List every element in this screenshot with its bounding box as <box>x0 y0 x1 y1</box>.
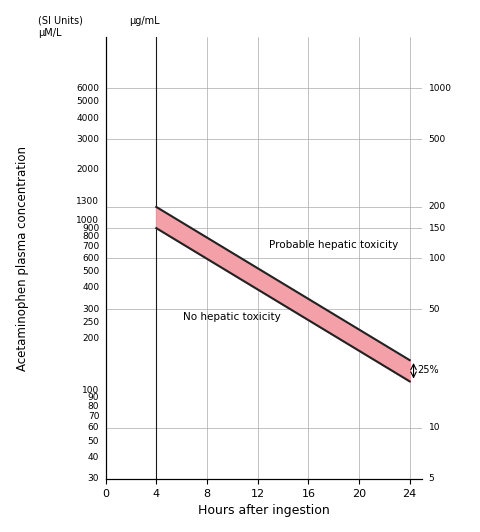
Text: 60: 60 <box>88 423 99 432</box>
Text: 80: 80 <box>88 402 99 411</box>
Text: 10: 10 <box>429 423 440 432</box>
Text: 70: 70 <box>88 412 99 421</box>
Text: 5000: 5000 <box>76 97 99 106</box>
Text: 50: 50 <box>88 437 99 446</box>
Text: 3000: 3000 <box>76 135 99 144</box>
Text: 4000: 4000 <box>76 114 99 123</box>
Text: 6000: 6000 <box>76 84 99 93</box>
Text: 700: 700 <box>82 242 99 251</box>
Text: 1000: 1000 <box>76 216 99 225</box>
Text: (SI Units)
μM/L: (SI Units) μM/L <box>38 16 83 38</box>
Text: 800: 800 <box>82 232 99 242</box>
Text: No hepatic toxicity: No hepatic toxicity <box>183 312 281 322</box>
X-axis label: Hours after ingestion: Hours after ingestion <box>198 504 330 517</box>
Text: 300: 300 <box>82 305 99 313</box>
Text: 40: 40 <box>88 453 99 462</box>
Text: 5: 5 <box>429 475 434 483</box>
Text: 1300: 1300 <box>76 196 99 205</box>
Text: 400: 400 <box>82 284 99 293</box>
Text: 900: 900 <box>82 223 99 232</box>
Text: 200: 200 <box>429 203 446 211</box>
Text: 500: 500 <box>82 267 99 276</box>
Text: 1000: 1000 <box>429 84 452 93</box>
Text: 90: 90 <box>88 393 99 402</box>
Text: μg/mL: μg/mL <box>130 16 160 26</box>
Text: 100: 100 <box>429 254 446 262</box>
Text: 30: 30 <box>88 475 99 483</box>
Text: 25%: 25% <box>417 365 439 375</box>
Text: 250: 250 <box>82 318 99 327</box>
Text: 2000: 2000 <box>76 165 99 174</box>
Text: 150: 150 <box>429 223 446 232</box>
Text: 500: 500 <box>429 135 446 144</box>
Y-axis label: Acetaminophen plasma concentration: Acetaminophen plasma concentration <box>16 146 29 370</box>
Text: 50: 50 <box>429 305 440 313</box>
Text: Probable hepatic toxicity: Probable hepatic toxicity <box>269 239 398 250</box>
Text: 200: 200 <box>82 335 99 344</box>
Text: 600: 600 <box>82 254 99 262</box>
Text: 100: 100 <box>82 386 99 395</box>
